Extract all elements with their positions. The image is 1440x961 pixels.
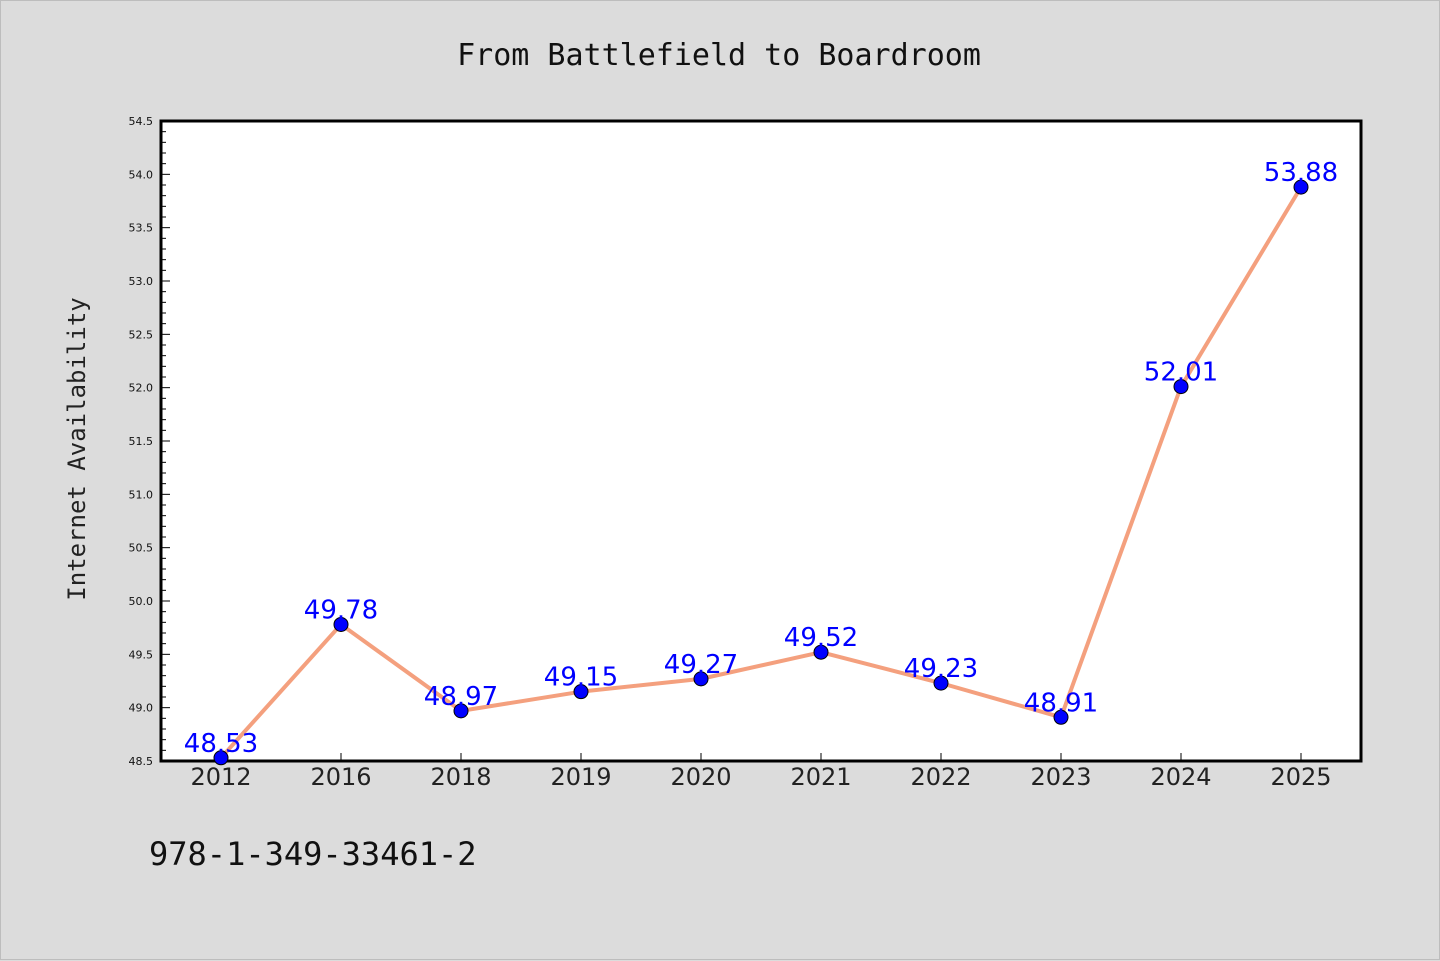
data-label: 49.52 bbox=[784, 623, 858, 653]
y-tick-label: 54.5 bbox=[129, 115, 154, 128]
data-label: 49.15 bbox=[544, 663, 618, 693]
data-point bbox=[333, 616, 349, 632]
data-label: 48.91 bbox=[1024, 688, 1098, 718]
y-tick-label: 50.0 bbox=[129, 595, 154, 608]
y-tick-label: 52.5 bbox=[129, 328, 154, 341]
data-point bbox=[453, 703, 469, 719]
data-label: 49.27 bbox=[664, 650, 738, 680]
y-tick-label: 51.0 bbox=[129, 488, 154, 501]
y-tick-label: 52.0 bbox=[129, 382, 154, 395]
y-tick-label: 51.5 bbox=[129, 435, 154, 448]
chart-title: From Battlefield to Boardroom bbox=[457, 38, 981, 73]
x-tick-label: 2023 bbox=[1030, 763, 1091, 791]
x-tick-label: 2019 bbox=[550, 763, 611, 791]
footer-code: 978-1-349-33461-2 bbox=[149, 835, 477, 873]
series-line bbox=[219, 186, 1303, 760]
x-tick-label: 2020 bbox=[670, 763, 731, 791]
y-tick-label: 50.5 bbox=[129, 542, 154, 555]
data-point bbox=[1173, 379, 1189, 395]
data-label: 48.53 bbox=[184, 729, 258, 759]
y-axis-ticks: 48.5 49.0 49.5 50.0 50.5 51.0 51.5 52.0 52.5 53.0… bbox=[129, 115, 170, 768]
data-label: 53.88 bbox=[1264, 158, 1338, 188]
y-tick-label: 49.0 bbox=[129, 702, 154, 715]
data-point bbox=[213, 750, 229, 766]
data-point bbox=[933, 675, 949, 691]
y-tick-label: 54.0 bbox=[129, 168, 154, 181]
marker-group bbox=[213, 179, 1309, 766]
data-label: 52.01 bbox=[1144, 358, 1218, 388]
data-point bbox=[1293, 179, 1309, 195]
data-point bbox=[693, 671, 709, 687]
data-point bbox=[573, 684, 589, 700]
x-tick-label: 2016 bbox=[310, 763, 371, 791]
data-point bbox=[1053, 709, 1069, 725]
series-line-group bbox=[219, 186, 1303, 760]
data-label-group: 48.53 49.78 48.97 49.15 49.27 49.52 49.23 48.91… bbox=[184, 158, 1338, 759]
x-tick-label: 2024 bbox=[1150, 763, 1211, 791]
y-tick-label: 49.5 bbox=[129, 648, 154, 661]
x-tick-label: 2012 bbox=[190, 763, 251, 791]
data-label: 49.78 bbox=[304, 595, 378, 625]
x-tick-label: 2025 bbox=[1270, 763, 1331, 791]
y-tick-label: 48.5 bbox=[129, 755, 154, 768]
data-label: 49.23 bbox=[904, 654, 978, 684]
y-tick-label: 53.5 bbox=[129, 222, 154, 235]
x-axis-ticks: 2012 2016 2018 2019 2020 2021 2022 2023 2024 2025 bbox=[190, 753, 1332, 791]
x-tick-label: 2018 bbox=[430, 763, 491, 791]
x-tick-label: 2022 bbox=[910, 763, 971, 791]
data-point bbox=[813, 644, 829, 660]
y-tick-label: 53.0 bbox=[129, 275, 154, 288]
y-axis-label: Internet Availability bbox=[63, 297, 91, 600]
x-tick-label: 2021 bbox=[790, 763, 851, 791]
data-label: 48.97 bbox=[424, 682, 498, 712]
